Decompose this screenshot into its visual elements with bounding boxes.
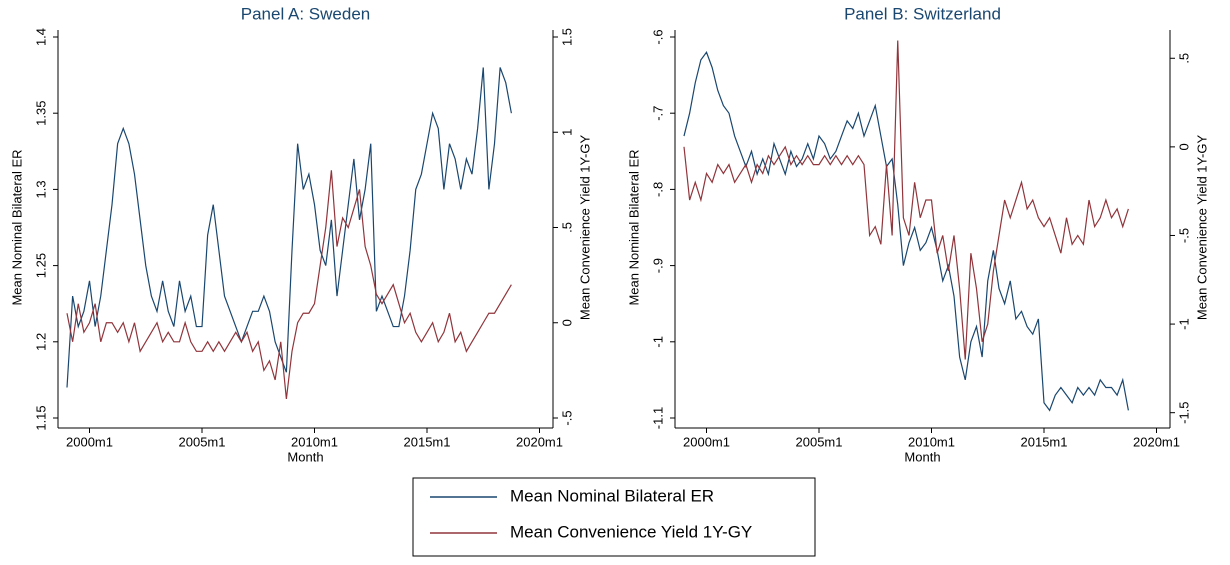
y2-tick-label: .5 — [559, 222, 574, 233]
x-tick-label: 2000m1 — [683, 434, 730, 449]
y2-tick-label: -.5 — [1176, 228, 1191, 243]
x-tick-label: 2005m1 — [179, 434, 226, 449]
x-tick-label: 2015m1 — [1021, 434, 1068, 449]
y2-tick-label: .5 — [1176, 53, 1191, 64]
data-line — [683, 40, 1129, 360]
y2-tick-label: 0 — [1176, 143, 1191, 150]
x-axis-title: Month — [904, 449, 940, 464]
data-line — [66, 67, 512, 388]
y-tick-label: 1.2 — [33, 333, 48, 351]
y-axis-title: Mean Nominal Bilateral ER — [9, 149, 24, 305]
chart-title: Panel A: Sweden — [241, 4, 370, 23]
y-tick-label: -.7 — [650, 106, 665, 121]
y2-axis-title: Mean Convenience Yield 1Y-GY — [577, 135, 592, 321]
x-tick-label: 2015m1 — [404, 434, 451, 449]
chart-title: Panel B: Switzerland — [844, 4, 1001, 23]
y-tick-label: 1.4 — [33, 28, 48, 46]
y2-tick-label: -1 — [1176, 318, 1191, 330]
legend-label: Mean Nominal Bilateral ER — [510, 486, 714, 505]
data-line — [66, 170, 512, 400]
x-tick-label: 2020m1 — [1133, 434, 1180, 449]
legend-box — [412, 477, 816, 557]
y-tick-label: -.6 — [650, 29, 665, 44]
x-tick-label: 2020m1 — [516, 434, 563, 449]
y2-tick-label: 1 — [559, 129, 574, 136]
y-tick-label: 1.3 — [33, 180, 48, 198]
y2-axis-title: Mean Convenience Yield 1Y-GY — [1194, 135, 1209, 321]
y-tick-label: 1.25 — [33, 253, 48, 278]
y2-tick-label: -.5 — [559, 410, 574, 425]
y-tick-label: 1.35 — [33, 101, 48, 126]
y-tick-label: -.9 — [650, 258, 665, 273]
y-axis-title: Mean Nominal Bilateral ER — [626, 149, 641, 305]
data-line — [683, 50, 1129, 412]
legend-label: Mean Convenience Yield 1Y-GY — [510, 522, 752, 541]
x-tick-label: 2010m1 — [908, 434, 955, 449]
y2-tick-label: 1.5 — [559, 28, 574, 46]
x-tick-label: 2010m1 — [291, 434, 338, 449]
x-tick-label: 2005m1 — [796, 434, 843, 449]
y2-tick-label: 0 — [559, 319, 574, 326]
y-tick-label: 1.15 — [33, 405, 48, 430]
x-tick-label: 2000m1 — [66, 434, 113, 449]
y-tick-label: -.8 — [650, 182, 665, 197]
y2-tick-label: -1.5 — [1176, 401, 1191, 423]
x-axis-title: Month — [287, 449, 323, 464]
y-tick-label: -1 — [650, 336, 665, 348]
y-tick-label: -1.1 — [650, 407, 665, 429]
